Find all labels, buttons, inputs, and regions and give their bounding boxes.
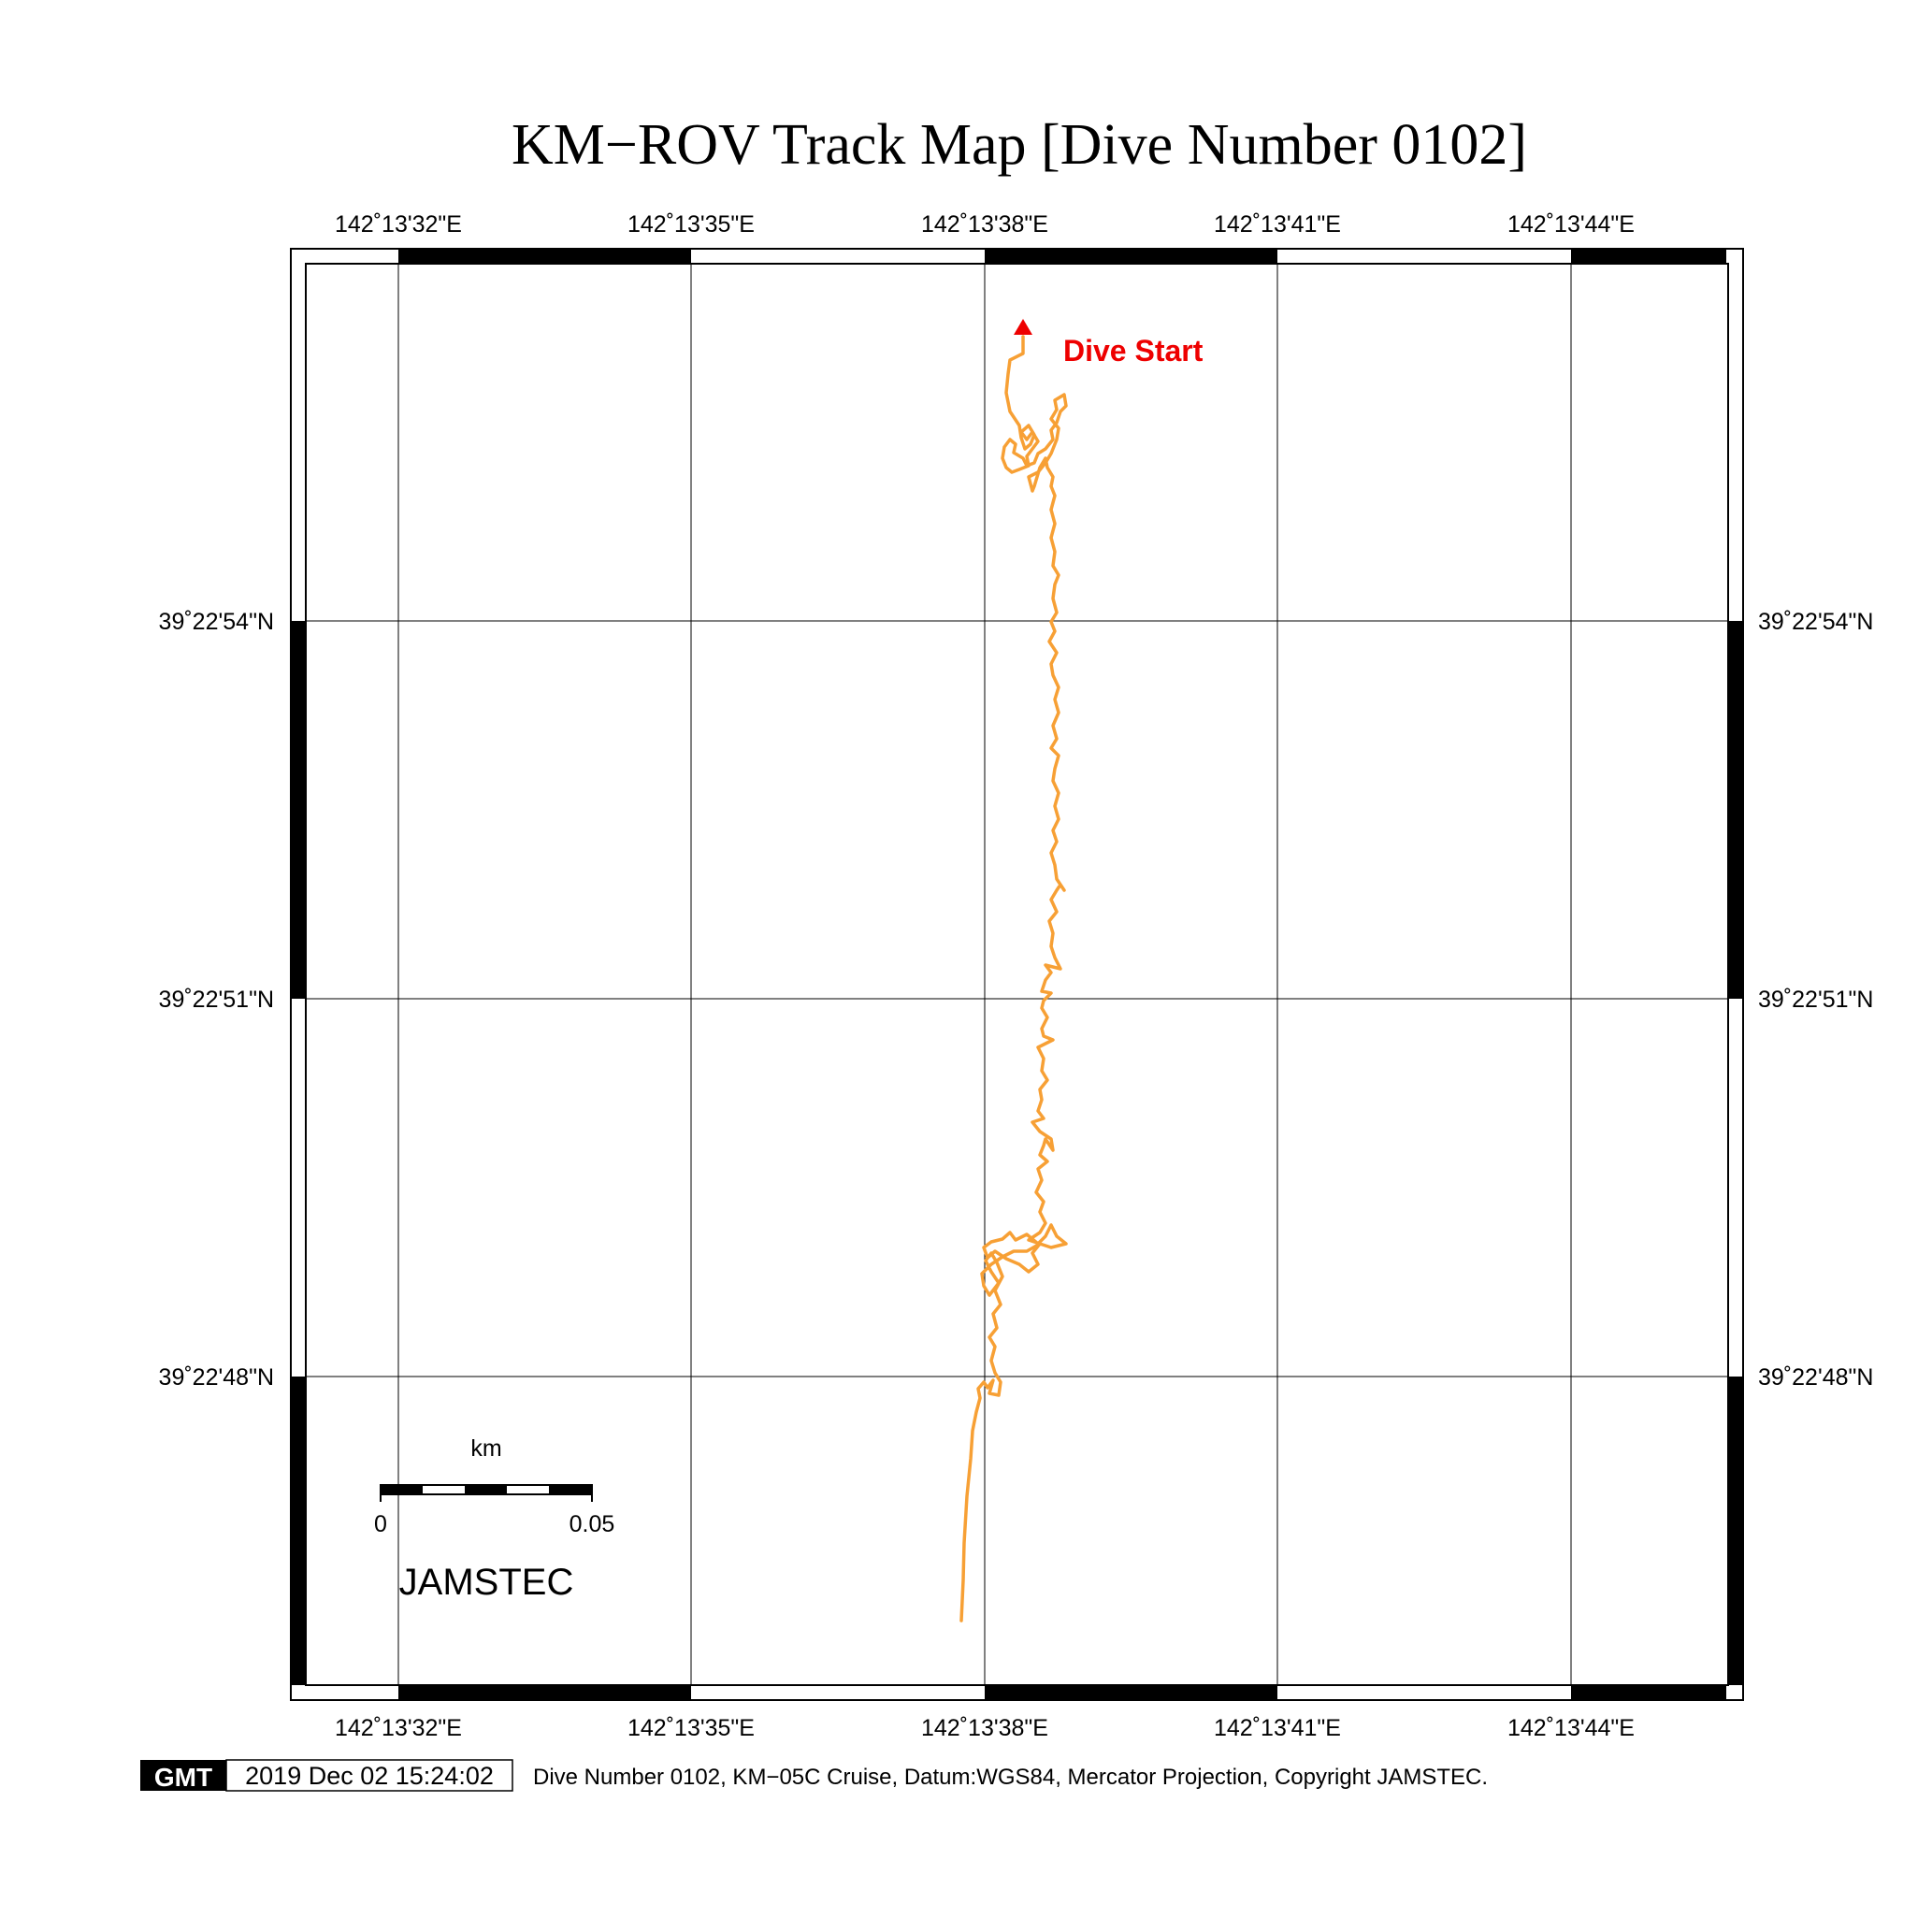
- border-ticks-horizontal: [398, 250, 1726, 1699]
- lon-label: 142˚13'41"E: [1214, 1715, 1341, 1741]
- scale-unit: km: [470, 1435, 501, 1462]
- graticule: [307, 264, 1728, 1685]
- lat-label: 39˚22'51"N: [1758, 987, 1873, 1013]
- lat-label: 39˚22'51"N: [159, 987, 274, 1013]
- organization-label: JAMSTEC: [399, 1562, 574, 1603]
- lat-label: 39˚22'48"N: [159, 1364, 274, 1391]
- lon-label: 142˚13'38"E: [921, 211, 1048, 238]
- footer: GMT 2019 Dec 02 15:24:02 Dive Number 010…: [140, 1759, 1488, 1792]
- lon-label: 142˚13'38"E: [921, 1715, 1048, 1741]
- longitude-labels-top: 142˚13'32"E 142˚13'35"E 142˚13'38"E 142˚…: [335, 211, 1635, 238]
- gmt-logo-text: GMT: [154, 1763, 212, 1792]
- lat-label: 39˚22'48"N: [1758, 1364, 1873, 1391]
- dive-start-label: Dive Start: [1063, 334, 1204, 368]
- map-frame: [290, 248, 1744, 1701]
- lat-label: 39˚22'54"N: [159, 609, 274, 635]
- dive-start-marker-icon: [1014, 319, 1032, 335]
- map-title: KM−ROV Track Map [Dive Number 0102]: [512, 113, 1527, 177]
- lat-label: 39˚22'54"N: [1758, 609, 1873, 635]
- lon-label: 142˚13'32"E: [335, 1715, 462, 1741]
- latitude-labels-right: 39˚22'54"N 39˚22'51"N 39˚22'48"N: [1758, 609, 1873, 1391]
- footer-caption: Dive Number 0102, KM−05C Cruise, Datum:W…: [533, 1765, 1488, 1790]
- lon-label: 142˚13'41"E: [1214, 211, 1341, 238]
- scale-min-label: 0: [374, 1511, 387, 1537]
- scale-bar: km 0 0.05: [374, 1435, 614, 1537]
- timestamp: 2019 Dec 02 15:24:02: [245, 1762, 494, 1790]
- lon-label: 142˚13'44"E: [1507, 1715, 1635, 1741]
- lon-label: 142˚13'35"E: [627, 211, 755, 238]
- rov-track-line: [959, 335, 1068, 1622]
- border-ticks-vertical: [292, 621, 1742, 1685]
- lon-label: 142˚13'35"E: [627, 1715, 755, 1741]
- lon-label: 142˚13'44"E: [1507, 211, 1635, 238]
- longitude-labels-bottom: 142˚13'32"E 142˚13'35"E 142˚13'38"E 142˚…: [335, 1715, 1635, 1741]
- scale-max-label: 0.05: [570, 1511, 615, 1537]
- gmt-logo-icon: [140, 1760, 226, 1791]
- lon-label: 142˚13'32"E: [335, 211, 462, 238]
- latitude-labels-left: 39˚22'54"N 39˚22'51"N 39˚22'48"N: [159, 609, 274, 1391]
